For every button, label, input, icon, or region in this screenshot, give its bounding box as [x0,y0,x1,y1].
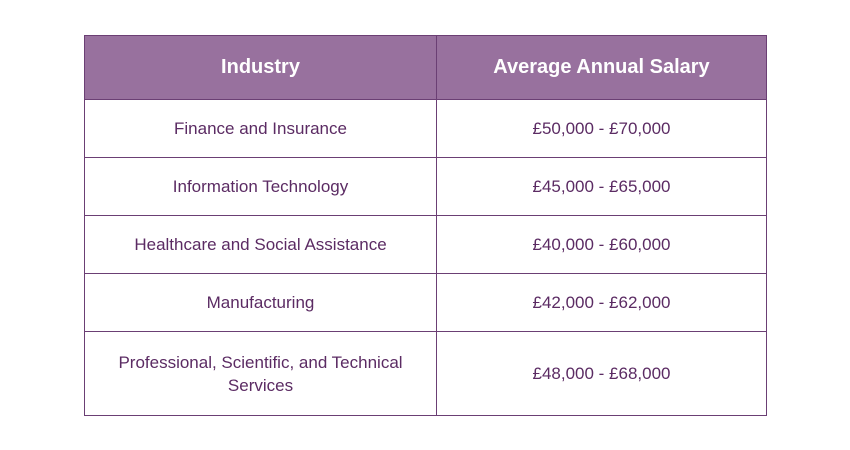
table-row: Finance and Insurance £50,000 - £70,000 [84,99,767,158]
salary-cell: £48,000 - £68,000 [436,331,767,416]
table-row: Manufacturing £42,000 - £62,000 [84,273,767,332]
industry-cell: Manufacturing [84,273,437,332]
industry-cell: Information Technology [84,157,437,216]
industry-cell: Professional, Scientific, and Technical … [84,331,437,416]
column-header-industry: Industry [84,35,437,100]
table-header: Industry Average Annual Salary [84,35,767,100]
salary-cell: £45,000 - £65,000 [436,157,767,216]
industry-cell: Healthcare and Social Assistance [84,215,437,274]
table-body: Finance and Insurance £50,000 - £70,000 … [84,99,767,416]
header-row: Industry Average Annual Salary [84,35,767,100]
column-header-salary: Average Annual Salary [436,35,767,100]
table-row: Healthcare and Social Assistance £40,000… [84,215,767,274]
salary-cell: £42,000 - £62,000 [436,273,767,332]
salary-cell: £40,000 - £60,000 [436,215,767,274]
table-row: Professional, Scientific, and Technical … [84,331,767,416]
industry-cell: Finance and Insurance [84,99,437,158]
salary-cell: £50,000 - £70,000 [436,99,767,158]
table-row: Information Technology £45,000 - £65,000 [84,157,767,216]
salary-table: Industry Average Annual Salary Finance a… [84,35,767,416]
